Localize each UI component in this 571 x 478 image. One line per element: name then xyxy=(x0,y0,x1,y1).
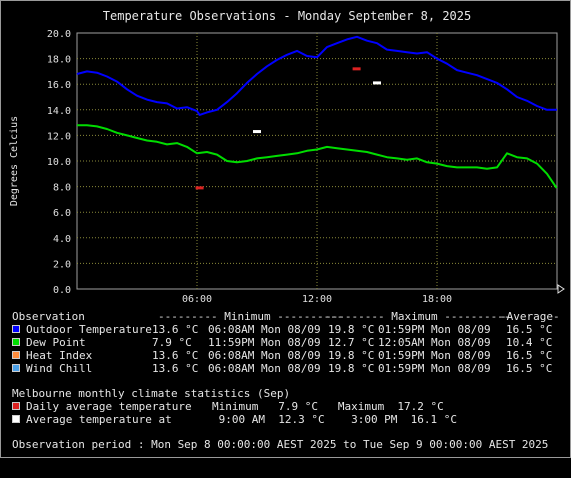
climate-row-at: Average temperature at 9:00 AM 12.3 °C 3… xyxy=(1,413,570,426)
x-axis: 06:00 12:00 18:00 xyxy=(182,294,452,305)
dew-point-line xyxy=(77,124,558,189)
minimum-value: 13.6 °C xyxy=(152,349,199,362)
series-name: Outdoor Temperature xyxy=(26,323,152,336)
stats-row: Dew Point 7.9 °C 11:59PM Mon 08/09 12.7 °C 1… xyxy=(1,336,570,349)
x-tick-label: 06:00 xyxy=(182,294,212,305)
x-tick-label: 12:00 xyxy=(302,294,332,305)
daily-average-marker xyxy=(195,186,204,190)
y-tick-label: 0.0 xyxy=(53,285,71,296)
legend-swatch xyxy=(12,325,20,333)
outdoor-temperature-line xyxy=(76,35,557,116)
x-tick-label: 18:00 xyxy=(422,294,452,305)
series-name: Heat Index xyxy=(26,349,93,362)
y-tick-label: 12.0 xyxy=(47,131,71,142)
daily-average-label: Daily average temperature xyxy=(26,400,192,413)
legend-swatch xyxy=(12,338,20,346)
average-value: 16.5 °C xyxy=(506,349,553,362)
y-tick-label: 8.0 xyxy=(53,183,71,194)
y-tick-label: 6.0 xyxy=(53,208,71,219)
average-value: 16.5 °C xyxy=(506,362,553,375)
minimum-time: 06:08AM Mon 08/09 xyxy=(208,362,321,375)
grid-lines xyxy=(77,33,557,289)
y-tick-label: 20.0 xyxy=(47,29,71,40)
legend-swatch xyxy=(12,351,20,359)
y-tick-label: 4.0 xyxy=(53,234,71,245)
observation-header: Observation xyxy=(12,310,85,323)
y-axis: 0.0 2.0 4.0 6.0 8.0 10.0 12.0 14.0 16.0 18.0 20.0 xyxy=(47,29,71,296)
y-tick-label: 16.0 xyxy=(47,80,71,91)
average-value: 16.5 °C xyxy=(506,323,553,336)
climate-row-daily: Daily average temperature Minimum 7.9 °C… xyxy=(1,400,570,413)
x-axis-arrow-icon xyxy=(557,284,565,294)
climate-title: Melbourne monthly climate statistics (Se… xyxy=(12,387,291,400)
average-at-swatch xyxy=(12,415,20,423)
series-name: Dew Point xyxy=(26,336,86,349)
stats-row: Wind Chill 13.6 °C 06:08AM Mon 08/09 19.8 °… xyxy=(1,362,570,375)
maximum-value: 19.8 °C xyxy=(328,362,375,375)
chart-frame: Temperature Observations - Monday Septem… xyxy=(0,0,571,458)
series-layer xyxy=(76,35,558,189)
average-at-marker xyxy=(253,130,261,134)
chart-title: Temperature Observations - Monday Septem… xyxy=(103,9,471,23)
minimum-time: 06:08AM Mon 08/09 xyxy=(208,349,321,362)
y-tick-label: 10.0 xyxy=(47,157,71,168)
minimum-value: 7.9 °C xyxy=(152,336,192,349)
y-tick-label: 2.0 xyxy=(53,259,71,270)
minimum-header: --------- Minimum ---------- xyxy=(158,310,344,323)
y-axis-label: Degrees Celcius xyxy=(9,116,20,206)
maximum-time: 12:05AM Mon 08/09 xyxy=(378,336,491,349)
average-at-label: Average temperature at xyxy=(26,413,172,426)
stats-row: Outdoor Temperature 13.6 °C 06:08AM Mon 08… xyxy=(1,323,570,336)
minimum-value: 13.6 °C xyxy=(152,323,199,336)
legend-swatch xyxy=(12,364,20,372)
maximum-value: 19.8 °C xyxy=(328,323,375,336)
average-header: -Average- xyxy=(500,310,560,323)
average-at-values: 9:00 AM 12.3 °C 3:00 PM 16.1 °C xyxy=(212,413,458,426)
maximum-time: 01:59PM Mon 08/09 xyxy=(378,323,491,336)
daily-average-swatch xyxy=(12,402,20,410)
y-tick-label: 14.0 xyxy=(47,106,71,117)
average-at-marker xyxy=(373,81,381,85)
maximum-time: 01:59PM Mon 08/09 xyxy=(378,349,491,362)
series-name: Wind Chill xyxy=(26,362,93,375)
stats-row: Heat Index 13.6 °C 06:08AM Mon 08/09 19.8 °… xyxy=(1,349,570,362)
maximum-header: --------- Maximum ---------- xyxy=(325,310,511,323)
climate-markers xyxy=(195,67,381,190)
minimum-value: 13.6 °C xyxy=(152,362,199,375)
y-tick-label: 18.0 xyxy=(47,55,71,66)
daily-average-marker xyxy=(352,67,361,71)
temperature-chart: Temperature Observations - Monday Septem… xyxy=(9,9,565,305)
maximum-value: 12.7 °C xyxy=(328,336,375,349)
maximum-value: 19.8 °C xyxy=(328,349,375,362)
daily-average-values: Minimum 7.9 °C Maximum 17.2 °C xyxy=(212,400,444,413)
average-value: 10.4 °C xyxy=(506,336,553,349)
minimum-time: 11:59PM Mon 08/09 xyxy=(208,336,321,349)
minimum-time: 06:08AM Mon 08/09 xyxy=(208,323,321,336)
maximum-time: 01:59PM Mon 08/09 xyxy=(378,362,491,375)
observation-period: Observation period : Mon Sep 8 00:00:00 … xyxy=(12,438,549,451)
stats-header: Observation --------- Minimum ----------… xyxy=(12,310,562,323)
